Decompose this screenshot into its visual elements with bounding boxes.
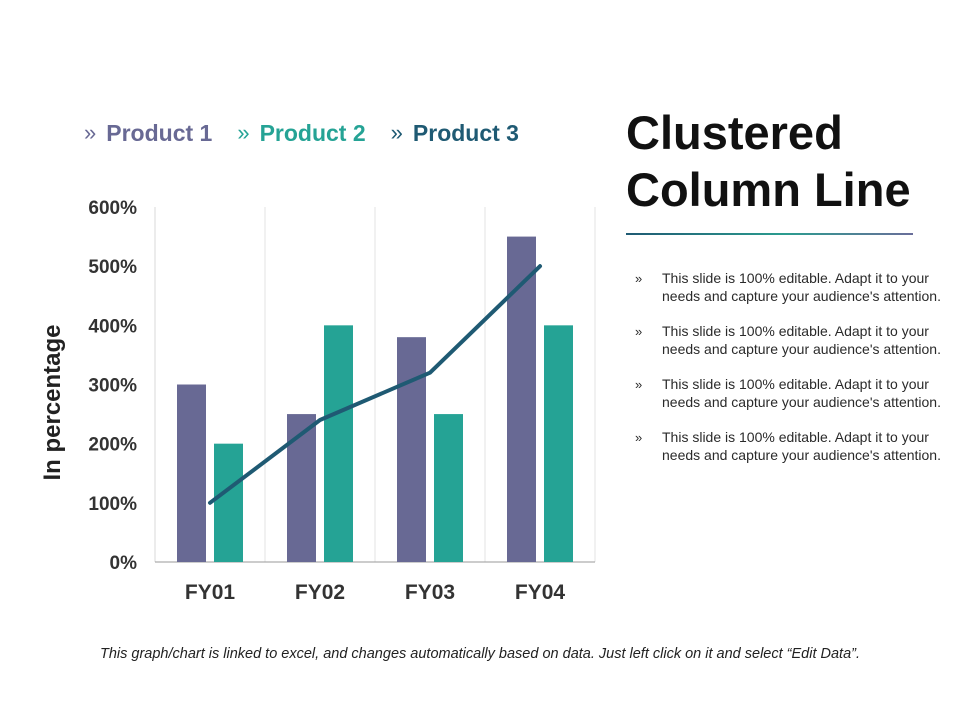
legend-marker: »	[84, 120, 97, 145]
bar-product-2-fy01	[214, 443, 243, 562]
footer-note: This graph/chart is linked to excel, and…	[99, 646, 861, 662]
bar-product-2-fy03	[434, 414, 463, 562]
y-tick-label: 100%	[88, 494, 137, 515]
bullet-item: » This slide is 100% editable. Adapt it …	[635, 429, 955, 464]
legend-marker: »	[390, 120, 403, 145]
bullet-text: This slide is 100% editable. Adapt it to…	[662, 376, 941, 410]
bullet-marker: »	[635, 271, 643, 286]
y-tick-label: 600%	[88, 198, 137, 219]
y-tick-label: 300%	[88, 376, 137, 397]
chart-legend: » Product 1 » Product 2 » Product 3	[84, 116, 544, 150]
bullet-text: This slide is 100% editable. Adapt it to…	[662, 270, 941, 304]
legend-label: Product 1	[106, 119, 213, 146]
legend-marker: »	[237, 120, 250, 145]
x-tick-label: FY03	[405, 581, 455, 604]
bullet-item: » This slide is 100% editable. Adapt it …	[635, 323, 955, 358]
title-line-2: Column Line	[626, 163, 911, 216]
bullet-item: » This slide is 100% editable. Adapt it …	[635, 376, 955, 411]
x-tick-label: FY04	[515, 581, 566, 604]
bullet-marker: »	[635, 324, 643, 339]
bullet-marker: »	[635, 430, 643, 445]
y-tick-label: 500%	[88, 257, 137, 278]
slide-title: Clustered Column Line	[626, 104, 946, 218]
legend-item-product-2: » Product 2	[237, 120, 365, 147]
x-tick-label: FY01	[185, 581, 236, 604]
legend-label: Product 2	[259, 119, 366, 146]
title-line-1: Clustered	[626, 106, 843, 159]
bullet-item: » This slide is 100% editable. Adapt it …	[635, 270, 955, 305]
title-divider	[626, 233, 913, 235]
legend-item-product-3: » Product 3	[391, 120, 519, 147]
clustered-column-line-chart: 0% 100% 200% 300% 400% 500% 600% In percentage F…	[39, 198, 596, 604]
y-tick-label: 200%	[88, 435, 137, 456]
bar-product-1-fy01	[177, 384, 206, 562]
line-series-product-3	[208, 264, 542, 505]
legend-item-product-1: » Product 1	[84, 120, 212, 147]
bullet-text: This slide is 100% editable. Adapt it to…	[662, 323, 941, 357]
bullet-marker: »	[635, 377, 643, 392]
y-axis-title: In percentage	[39, 324, 66, 480]
y-tick-label: 0%	[110, 553, 138, 574]
bar-product-2-fy04	[544, 325, 573, 562]
bullet-list: » This slide is 100% editable. Adapt it …	[635, 270, 955, 482]
bullet-text: This slide is 100% editable. Adapt it to…	[662, 429, 941, 463]
x-tick-label: FY02	[295, 581, 345, 604]
bar-product-2-fy02	[324, 325, 353, 562]
bar-product-1-fy03	[397, 337, 426, 562]
legend-label: Product 3	[412, 119, 519, 146]
y-tick-label: 400%	[88, 316, 137, 337]
